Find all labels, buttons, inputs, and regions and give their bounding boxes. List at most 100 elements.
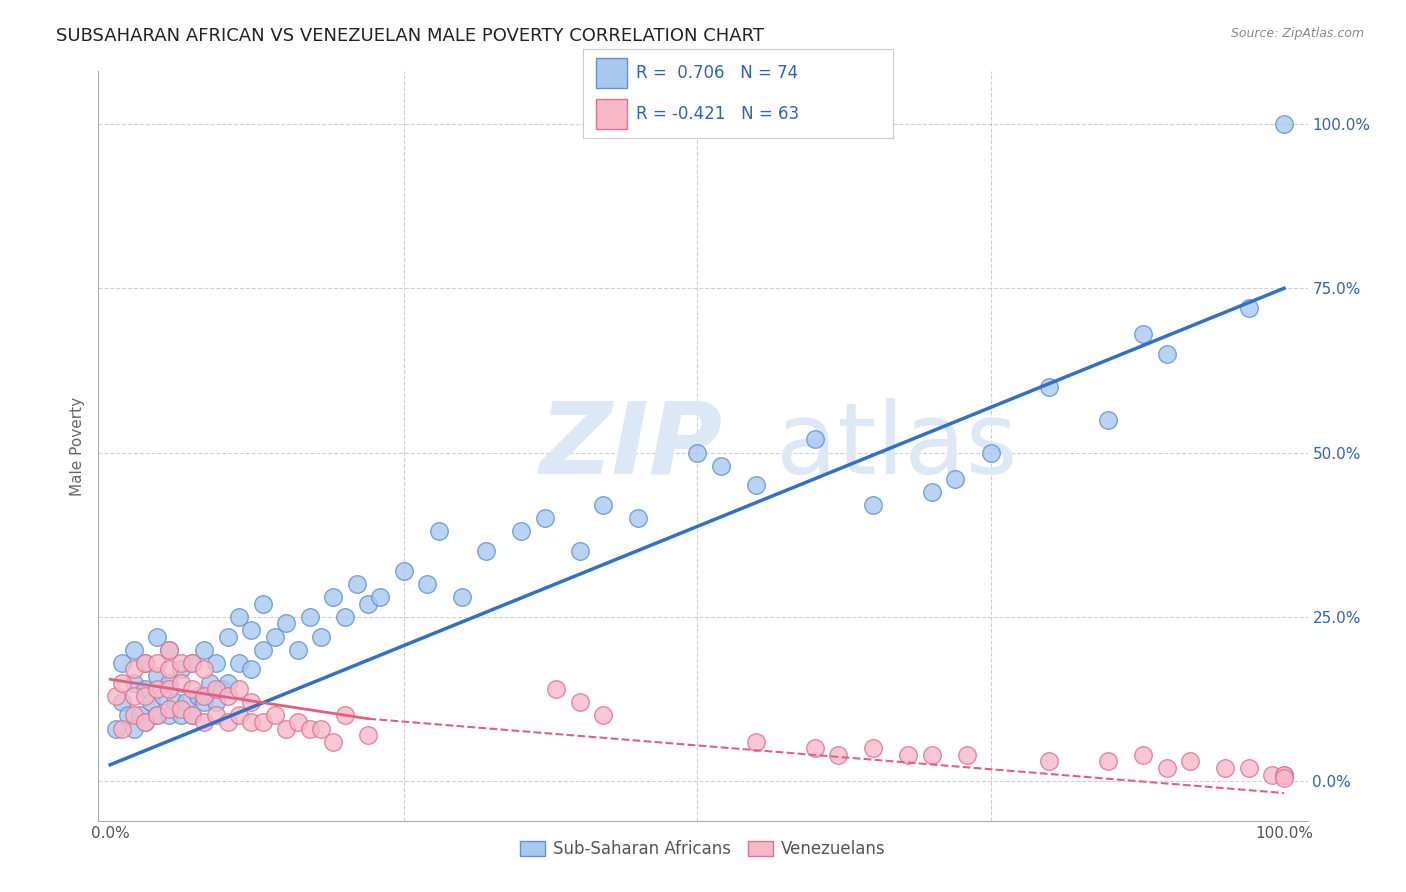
Text: ZIP: ZIP bbox=[540, 398, 723, 494]
Point bbox=[1237, 301, 1260, 315]
Point bbox=[169, 702, 191, 716]
Point bbox=[228, 682, 250, 697]
Point bbox=[181, 708, 204, 723]
Point bbox=[134, 714, 156, 729]
Point bbox=[745, 735, 768, 749]
Point bbox=[193, 689, 215, 703]
Point bbox=[157, 675, 180, 690]
Point bbox=[1272, 117, 1295, 131]
Point bbox=[211, 682, 233, 697]
Point bbox=[157, 708, 180, 723]
Point bbox=[311, 722, 333, 736]
Point bbox=[134, 656, 156, 670]
Text: atlas: atlas bbox=[776, 398, 1017, 494]
Point bbox=[169, 656, 191, 670]
Point bbox=[240, 663, 263, 677]
Point bbox=[276, 722, 298, 736]
Point bbox=[956, 747, 979, 762]
Point bbox=[228, 610, 250, 624]
Point bbox=[357, 597, 380, 611]
Point bbox=[217, 714, 239, 729]
Point bbox=[217, 675, 239, 690]
Point bbox=[105, 722, 128, 736]
Point bbox=[217, 689, 239, 703]
Point bbox=[146, 669, 169, 683]
Point bbox=[240, 623, 263, 637]
Point bbox=[169, 675, 191, 690]
Point bbox=[134, 689, 156, 703]
Point bbox=[803, 741, 825, 756]
Point bbox=[546, 682, 568, 697]
Point bbox=[217, 630, 239, 644]
Point bbox=[204, 682, 226, 697]
Point bbox=[322, 590, 344, 604]
Text: R =  0.706   N = 74: R = 0.706 N = 74 bbox=[636, 64, 799, 82]
Point bbox=[193, 642, 215, 657]
Point bbox=[311, 630, 333, 644]
Point bbox=[980, 445, 1002, 459]
Point bbox=[1272, 771, 1295, 785]
Point bbox=[252, 714, 274, 729]
Point bbox=[146, 682, 169, 697]
Point bbox=[298, 610, 321, 624]
Point bbox=[181, 682, 204, 697]
Point bbox=[568, 544, 591, 558]
Point bbox=[897, 747, 920, 762]
Point bbox=[117, 708, 139, 723]
Point bbox=[1237, 761, 1260, 775]
Point bbox=[111, 656, 134, 670]
Point bbox=[1156, 761, 1178, 775]
Point bbox=[204, 656, 226, 670]
Point bbox=[204, 708, 226, 723]
Point bbox=[157, 642, 180, 657]
Point bbox=[181, 656, 204, 670]
Text: SUBSAHARAN AFRICAN VS VENEZUELAN MALE POVERTY CORRELATION CHART: SUBSAHARAN AFRICAN VS VENEZUELAN MALE PO… bbox=[56, 27, 765, 45]
Point bbox=[1261, 767, 1284, 781]
Point bbox=[193, 695, 215, 709]
Point bbox=[141, 695, 163, 709]
Point bbox=[146, 656, 169, 670]
Point bbox=[533, 511, 555, 525]
Point bbox=[298, 722, 321, 736]
Point bbox=[157, 663, 180, 677]
Point bbox=[686, 445, 709, 459]
Point bbox=[252, 642, 274, 657]
Point bbox=[163, 695, 186, 709]
Point bbox=[1215, 761, 1237, 775]
Point bbox=[1038, 380, 1060, 394]
Point bbox=[181, 708, 204, 723]
Point bbox=[169, 708, 191, 723]
Point bbox=[128, 708, 150, 723]
Point bbox=[368, 590, 391, 604]
Point bbox=[276, 616, 298, 631]
Point bbox=[287, 642, 309, 657]
Point bbox=[333, 708, 356, 723]
Point bbox=[252, 597, 274, 611]
Point bbox=[392, 564, 415, 578]
Point bbox=[945, 472, 967, 486]
Point bbox=[122, 663, 145, 677]
Point bbox=[240, 695, 263, 709]
Point bbox=[592, 498, 614, 512]
Point bbox=[475, 544, 498, 558]
Point bbox=[157, 682, 180, 697]
Point bbox=[921, 485, 943, 500]
Point bbox=[134, 682, 156, 697]
Point bbox=[710, 458, 733, 473]
Point bbox=[568, 695, 591, 709]
Point bbox=[181, 656, 204, 670]
Point bbox=[122, 689, 145, 703]
Point bbox=[263, 630, 285, 644]
Point bbox=[1272, 767, 1295, 781]
Point bbox=[357, 728, 380, 742]
Point bbox=[333, 610, 356, 624]
Point bbox=[122, 708, 145, 723]
Point bbox=[157, 642, 180, 657]
Point bbox=[122, 675, 145, 690]
Point bbox=[111, 722, 134, 736]
Point bbox=[287, 714, 309, 729]
Point bbox=[921, 747, 943, 762]
Point bbox=[122, 642, 145, 657]
Point bbox=[228, 656, 250, 670]
Point bbox=[1132, 747, 1154, 762]
